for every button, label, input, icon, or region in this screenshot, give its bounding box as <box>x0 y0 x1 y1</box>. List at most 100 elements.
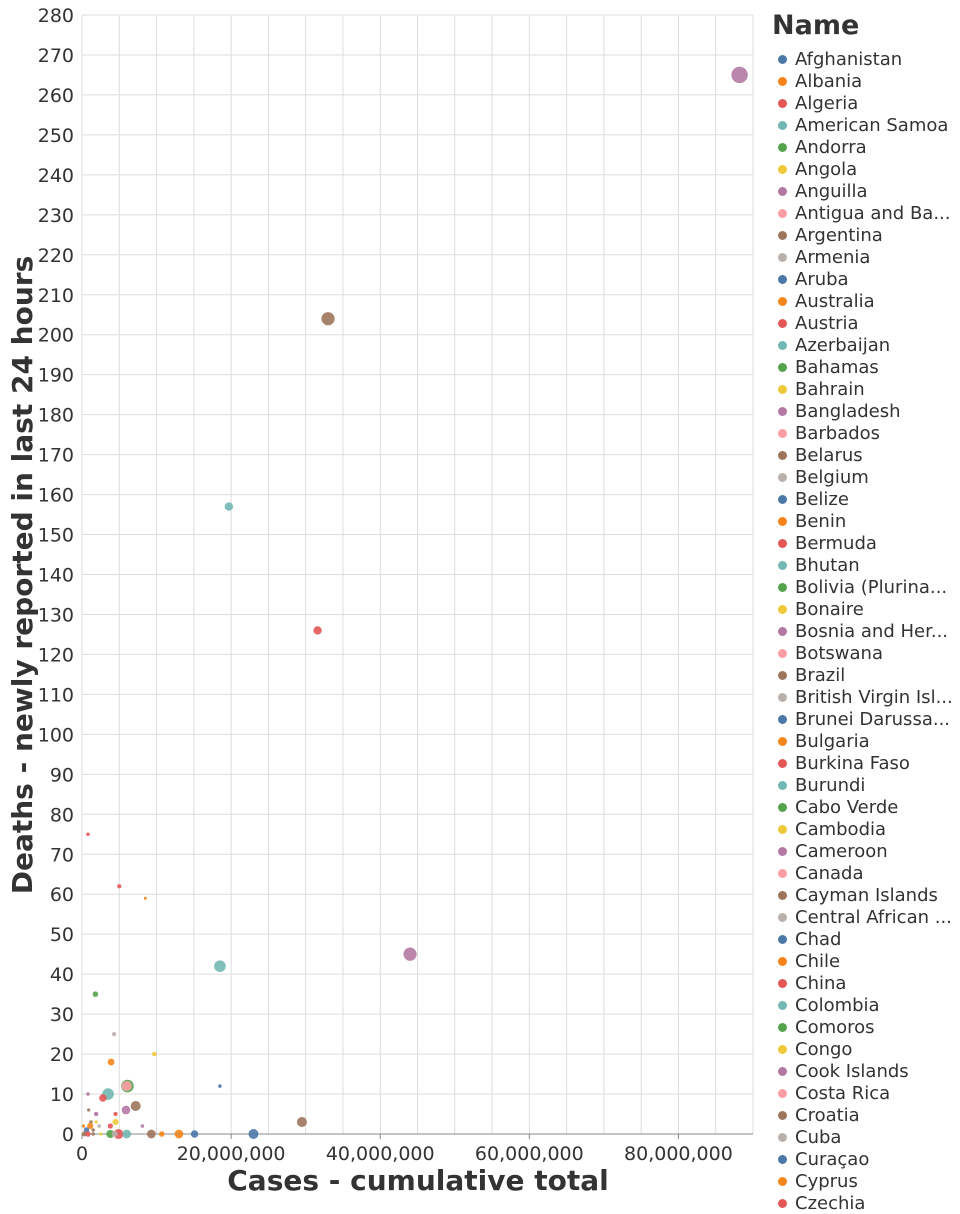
legend-label: Cayman Islands <box>795 884 938 906</box>
legend-item: China <box>772 972 960 994</box>
legend-item: Costa Rica <box>772 1082 960 1104</box>
legend-symbol-icon <box>778 780 787 790</box>
legend-label: Belarus <box>795 444 863 466</box>
legend-symbol-icon <box>778 362 787 372</box>
y-tick-label: 250 <box>38 125 74 147</box>
legend-label: Bosnia and Her... <box>795 620 949 642</box>
data-point <box>143 896 147 900</box>
legend-symbol-icon <box>778 538 787 548</box>
x-tick-label: 60,000,000 <box>475 1143 584 1165</box>
data-point <box>313 626 322 635</box>
legend-symbol-icon <box>778 340 787 350</box>
data-point <box>159 1131 165 1137</box>
data-point <box>93 1111 99 1117</box>
legend-label: Algeria <box>795 92 859 114</box>
legend-label: Azerbaijan <box>795 334 891 356</box>
data-point <box>112 1118 119 1126</box>
legend-symbol-icon <box>778 208 787 218</box>
y-tick-label: 240 <box>38 165 74 187</box>
y-tick-label: 140 <box>38 565 74 587</box>
y-tick-label: 130 <box>38 604 74 626</box>
legend-item: Bosnia and Her... <box>772 620 960 642</box>
data-point <box>91 1132 95 1136</box>
legend-label: Cook Islands <box>795 1060 909 1082</box>
legend-label: Costa Rica <box>795 1082 891 1104</box>
data-point <box>121 1081 132 1092</box>
data-point <box>174 1129 184 1139</box>
legend-item: Angola <box>772 158 960 180</box>
grid <box>81 14 754 1135</box>
legend-label: Chile <box>795 950 841 972</box>
y-tick-label: 150 <box>38 525 74 547</box>
legend-item: Congo <box>772 1038 960 1060</box>
legend-symbol-icon <box>778 846 787 856</box>
legend-label: Aruba <box>795 268 849 290</box>
data-point <box>87 1122 94 1130</box>
legend-symbol-icon <box>778 384 787 394</box>
legend-item: Aruba <box>772 268 960 290</box>
legend-symbol-icon <box>778 714 787 724</box>
legend-symbol-icon <box>778 758 787 768</box>
legend-item: Cook Islands <box>772 1060 960 1082</box>
data-point <box>89 1120 93 1124</box>
legend-item: American Samoa <box>772 114 960 136</box>
legend-label: Bulgaria <box>795 730 870 752</box>
data-point <box>190 1130 199 1138</box>
legend-item: Bonaire <box>772 598 960 620</box>
legend-title: Name <box>772 10 860 41</box>
legend-symbol-icon <box>778 956 787 966</box>
legend-label: British Virgin Isl... <box>795 686 953 708</box>
y-tick-label: 100 <box>38 724 74 746</box>
data-point <box>111 1031 117 1037</box>
data-point <box>91 1128 95 1132</box>
legend-item: Algeria <box>772 92 960 114</box>
legend-symbol-icon <box>778 164 787 174</box>
legend-symbol-icon <box>778 1066 787 1076</box>
legend-item: Bahrain <box>772 378 960 400</box>
legend-label: Brazil <box>795 664 846 686</box>
legend-symbol-icon <box>778 230 787 240</box>
x-tick-label: 20,000,000 <box>177 1143 286 1165</box>
data-point <box>81 1124 86 1128</box>
legend-label: Angola <box>795 158 858 180</box>
legend-label: Belgium <box>795 466 869 488</box>
legend-item: Cuba <box>772 1126 960 1148</box>
data-point <box>224 502 234 511</box>
data-point <box>296 1117 307 1128</box>
legend-label: Austria <box>795 312 859 334</box>
legend-item: Bhutan <box>772 554 960 576</box>
legend-item: Cambodia <box>772 818 960 840</box>
y-axis-title: Deaths - newly reported in last 24 hours <box>6 256 39 895</box>
legend-label: Bangladesh <box>795 400 901 422</box>
legend-symbol-icon <box>778 406 787 416</box>
legend-symbol-icon <box>778 824 787 834</box>
y-tick-label: 50 <box>50 924 74 946</box>
y-tick-label: 170 <box>38 445 74 467</box>
legend-item: Cyprus <box>772 1170 960 1192</box>
legend-symbol-icon <box>778 1176 787 1186</box>
points <box>81 66 748 1139</box>
data-point <box>86 1092 90 1096</box>
legend-symbol-icon <box>778 1088 787 1098</box>
legend-label: Congo <box>795 1038 853 1060</box>
legend-symbol-icon <box>778 912 787 922</box>
legend-item: Cayman Islands <box>772 884 960 906</box>
legend-label: Benin <box>795 510 847 532</box>
legend-symbol-icon <box>778 252 787 262</box>
legend-symbol-icon <box>778 1044 787 1054</box>
legend-label: Brunei Darussa... <box>795 708 951 730</box>
legend-item: Belarus <box>772 444 960 466</box>
data-point <box>152 1051 157 1057</box>
y-tick-label: 110 <box>38 684 74 706</box>
legend-label: Bolivia (Plurina... <box>795 576 948 598</box>
data-point <box>218 1084 222 1088</box>
legend-item: Curaçao <box>772 1148 960 1170</box>
legend-symbol-icon <box>778 868 787 878</box>
legend-symbol-icon <box>778 604 787 614</box>
data-point <box>140 1124 145 1128</box>
legend-item: Bangladesh <box>772 400 960 422</box>
data-point <box>113 1111 118 1117</box>
legend-item: Cameroon <box>772 840 960 862</box>
legend-label: American Samoa <box>795 114 949 136</box>
